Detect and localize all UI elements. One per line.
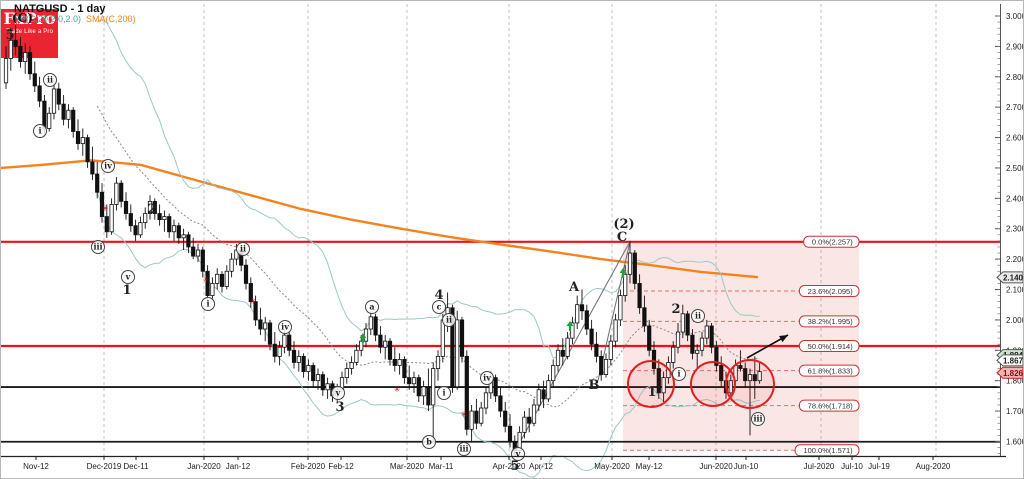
svg-text:A: A bbox=[568, 280, 580, 295]
projection-arrow bbox=[746, 334, 789, 359]
fxpro-logo-text: FxPro bbox=[3, 9, 56, 28]
svg-text:i: i bbox=[677, 369, 680, 379]
svg-text:b: b bbox=[426, 437, 432, 447]
svg-text:Apr-2020: Apr-2020 bbox=[493, 462, 526, 471]
svg-text:2.800: 2.800 bbox=[1006, 73, 1024, 82]
candles-layer bbox=[3, 25, 762, 457]
svg-text:ii: ii bbox=[446, 315, 452, 325]
svg-text:Jan-2020: Jan-2020 bbox=[187, 462, 221, 471]
svg-text:1.600: 1.600 bbox=[1006, 437, 1024, 446]
svg-text:Jun-2020: Jun-2020 bbox=[699, 462, 733, 471]
svg-text:v: v bbox=[125, 272, 131, 282]
svg-text:1: 1 bbox=[122, 283, 131, 298]
svg-text:4: 4 bbox=[434, 288, 443, 303]
svg-text:Nov-12: Nov-12 bbox=[23, 462, 49, 471]
svg-text:5: 5 bbox=[510, 459, 519, 474]
svg-text:Feb-2020: Feb-2020 bbox=[291, 462, 326, 471]
svg-text:23.6%(2.095): 23.6%(2.095) bbox=[808, 287, 854, 296]
svg-text:(2): (2) bbox=[613, 217, 634, 232]
svg-text:2.140: 2.140 bbox=[1003, 273, 1024, 282]
svg-text:2.500: 2.500 bbox=[1006, 164, 1024, 173]
svg-text:ii: ii bbox=[240, 244, 246, 254]
svg-text:i: i bbox=[38, 126, 41, 136]
svg-text:iv: iv bbox=[281, 322, 289, 332]
svg-text:2: 2 bbox=[147, 202, 156, 217]
svg-text:May-2020: May-2020 bbox=[594, 462, 630, 471]
svg-text:Mar-11: Mar-11 bbox=[429, 462, 454, 471]
fib-labels: 0.0%(2.257) 23.6%(2.095) 38.2%(1.995) 50.0%… bbox=[794, 235, 860, 457]
svg-text:1: 1 bbox=[647, 385, 656, 400]
svg-text:1.800: 1.800 bbox=[1006, 377, 1024, 386]
trade-markers: ✳ ✳ ✳ ✳ ✳ bbox=[102, 204, 627, 419]
svg-text:1.867: 1.867 bbox=[1003, 356, 1024, 365]
svg-text:v: v bbox=[515, 449, 521, 459]
fxpro-logo-tagline: Trade Like a Pro bbox=[5, 29, 54, 35]
svg-text:50.0%(1.914): 50.0%(1.914) bbox=[808, 342, 854, 351]
svg-text:Aug-2020: Aug-2020 bbox=[916, 462, 951, 471]
sma200-indicator-label: SMA(C,200) bbox=[86, 14, 136, 24]
svg-text:78.6%(1.718): 78.6%(1.718) bbox=[808, 401, 854, 410]
svg-text:100.0%(1.571): 100.0%(1.571) bbox=[803, 446, 853, 455]
svg-text:3: 3 bbox=[335, 400, 344, 415]
svg-text:✳: ✳ bbox=[461, 410, 468, 419]
svg-text:Mar-2020: Mar-2020 bbox=[390, 462, 425, 471]
svg-text:1.826: 1.826 bbox=[1003, 369, 1024, 378]
svg-text:2.700: 2.700 bbox=[1006, 103, 1024, 112]
svg-text:Feb-12: Feb-12 bbox=[328, 462, 354, 471]
svg-text:2.100: 2.100 bbox=[1006, 286, 1024, 295]
svg-text:2.300: 2.300 bbox=[1006, 225, 1024, 234]
svg-text:i: i bbox=[442, 388, 445, 398]
svg-text:0.0%(2.257): 0.0%(2.257) bbox=[812, 238, 853, 247]
svg-text:May-12: May-12 bbox=[636, 462, 663, 471]
svg-text:i: i bbox=[206, 299, 209, 309]
svg-text:2.900: 2.900 bbox=[1006, 42, 1024, 51]
svg-text:iii: iii bbox=[753, 414, 762, 424]
svg-text:5: 5 bbox=[5, 28, 14, 43]
svg-text:v: v bbox=[335, 388, 341, 398]
svg-text:2: 2 bbox=[671, 302, 680, 317]
svg-text:2.200: 2.200 bbox=[1006, 255, 1024, 264]
svg-text:Jul-2020: Jul-2020 bbox=[804, 462, 835, 471]
svg-text:ii: ii bbox=[695, 311, 701, 321]
svg-text:iii: iii bbox=[93, 242, 102, 252]
wave-labels: 512345ABC(2)12iiiiiiivviiiivvabciiiiiiiv… bbox=[5, 28, 765, 474]
bollinger-indicator-label: BB(C,20,2.0,2.0) bbox=[14, 14, 82, 24]
svg-text:ii: ii bbox=[47, 75, 53, 85]
svg-text:38.2%(1.995): 38.2%(1.995) bbox=[808, 317, 854, 326]
svg-text:2.400: 2.400 bbox=[1006, 194, 1024, 203]
svg-text:iii: iii bbox=[459, 444, 468, 454]
svg-text:iv: iv bbox=[483, 373, 491, 383]
svg-text:3.000: 3.000 bbox=[1006, 12, 1024, 21]
svg-text:Jan-12: Jan-12 bbox=[226, 462, 251, 471]
svg-text:1.700: 1.700 bbox=[1006, 407, 1024, 416]
svg-text:✳: ✳ bbox=[394, 385, 401, 394]
svg-text:Apr-12: Apr-12 bbox=[529, 462, 554, 471]
svg-text:B: B bbox=[589, 378, 600, 393]
svg-text:2.000: 2.000 bbox=[1006, 316, 1024, 325]
axes: Nov-12 Dec-2019 Dec-11 Jan-2020 Jan-12 Feb-20… bbox=[1, 4, 1024, 471]
svg-text:Jun-10: Jun-10 bbox=[734, 462, 759, 471]
svg-text:✳: ✳ bbox=[102, 204, 109, 213]
wave-C-label: (C) bbox=[12, 11, 33, 25]
svg-text:Jul-10: Jul-10 bbox=[841, 462, 863, 471]
svg-text:Jul-19: Jul-19 bbox=[868, 462, 890, 471]
highlight-circles bbox=[627, 359, 775, 409]
sma200-line bbox=[1, 159, 759, 279]
svg-text:✳: ✳ bbox=[203, 275, 210, 284]
svg-text:Dec-11: Dec-11 bbox=[123, 462, 149, 471]
svg-text:✳: ✳ bbox=[250, 297, 257, 306]
svg-text:c: c bbox=[437, 302, 442, 312]
svg-text:a: a bbox=[369, 302, 374, 312]
symbol-title: NATGUSD - 1 day bbox=[14, 3, 106, 15]
svg-text:61.8%(1.833): 61.8%(1.833) bbox=[808, 366, 854, 375]
svg-text:iv: iv bbox=[104, 161, 112, 171]
svg-text:C: C bbox=[617, 230, 627, 245]
svg-text:Dec-2019: Dec-2019 bbox=[87, 462, 122, 471]
svg-text:2.600: 2.600 bbox=[1006, 134, 1024, 143]
